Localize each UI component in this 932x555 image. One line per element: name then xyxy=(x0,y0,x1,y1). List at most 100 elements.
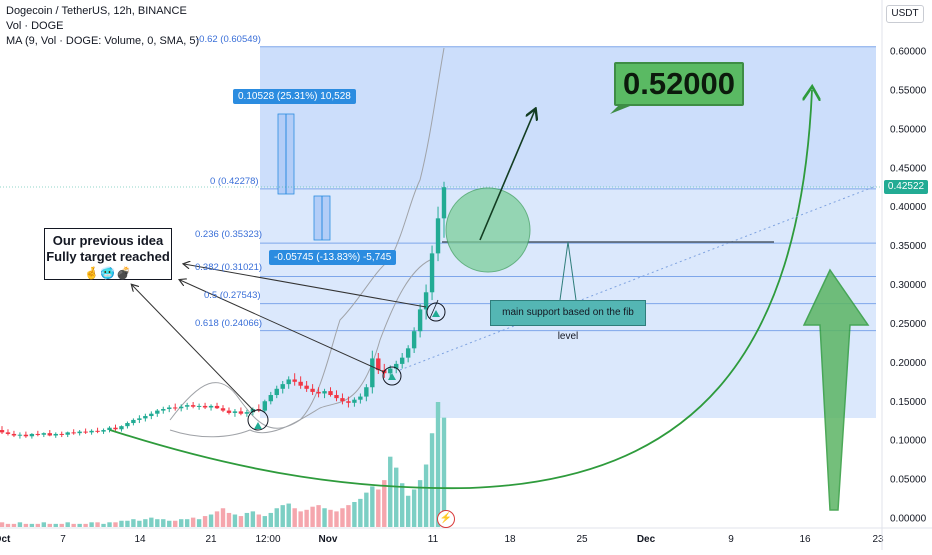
volume-bar xyxy=(352,502,357,527)
candle-body xyxy=(268,395,273,402)
volume-bar xyxy=(101,523,106,527)
candle-body xyxy=(17,434,23,436)
volume-bar xyxy=(441,417,447,527)
candle-body xyxy=(35,433,41,435)
volume-bar xyxy=(178,519,184,527)
note-emoji: 🤞🥶💣 xyxy=(84,266,132,280)
volume-bar xyxy=(411,489,417,527)
volume-bar xyxy=(250,511,256,527)
candle-body xyxy=(429,253,435,293)
candle-body xyxy=(405,348,411,358)
volume-bar xyxy=(107,522,112,527)
volume-bar xyxy=(173,520,178,527)
volume-bar xyxy=(149,517,154,527)
note-arrow-2 xyxy=(180,280,385,373)
fib-label-neg062: -0.62 (0.60549) xyxy=(196,34,261,45)
fib-label-05: 0.5 (0.27543) xyxy=(204,290,261,301)
volume-bar xyxy=(370,486,375,527)
trend-dotted xyxy=(399,185,877,371)
x-tick-label: 23 xyxy=(872,534,884,545)
candle-body xyxy=(83,431,88,433)
big-up-arrow xyxy=(802,268,870,511)
candle-body xyxy=(226,410,232,413)
candle-body xyxy=(107,427,112,431)
volume-bar xyxy=(346,505,351,527)
volume-bar xyxy=(322,508,327,527)
y-tick-label: 0.20000 xyxy=(890,358,927,369)
marker-triangle-2 xyxy=(388,373,396,380)
volume-bar xyxy=(17,522,23,527)
candle-body xyxy=(232,411,238,413)
candle-body xyxy=(125,423,130,427)
candle-body xyxy=(310,388,315,392)
y-tick-label: 0.00000 xyxy=(890,514,927,525)
marker-circle-3 xyxy=(426,302,446,322)
volume-bar xyxy=(226,512,232,527)
candle-body xyxy=(101,430,106,432)
volume-bar xyxy=(131,519,136,527)
volume-bar xyxy=(232,514,238,527)
volume-bar xyxy=(143,519,148,527)
volume-bar xyxy=(161,519,166,527)
candle-body xyxy=(167,407,172,410)
candle-body xyxy=(95,430,100,432)
volume-bar xyxy=(399,483,405,527)
candle-body xyxy=(65,432,70,435)
note-line-2: Fully target reached xyxy=(46,249,170,264)
candle-body xyxy=(435,218,441,254)
volume-bar xyxy=(298,511,303,527)
candle-body xyxy=(190,405,196,407)
x-axis: Oct 7 14 21 12:00 Nov 11 18 25 Dec 9 16 23 xyxy=(0,534,884,545)
volume-bar xyxy=(262,516,268,527)
candle-body xyxy=(394,363,399,369)
volume-bar xyxy=(77,523,82,527)
candle-body xyxy=(274,388,279,396)
x-tick-label: Dec xyxy=(637,534,656,545)
candle-body xyxy=(184,405,190,407)
volume-bar xyxy=(208,514,214,527)
candle-body xyxy=(340,398,345,402)
candle-body xyxy=(423,292,429,310)
candle-body xyxy=(0,430,5,433)
candle-body xyxy=(441,187,447,219)
candle-body xyxy=(214,405,220,409)
volume-bar xyxy=(0,522,5,527)
marker-circle-2 xyxy=(382,366,402,386)
marker-triangle-3 xyxy=(432,310,440,317)
marker-triangle-1 xyxy=(254,422,262,429)
fib-label-0: 0 (0.42278) xyxy=(210,176,259,187)
volume-bar xyxy=(274,508,279,527)
candle-body xyxy=(202,405,208,408)
measure-up-label: 0.10528 (25.31%) 10,528 xyxy=(233,89,356,104)
volume-bar xyxy=(220,508,226,527)
candle-body xyxy=(286,379,291,385)
candle-body xyxy=(119,426,124,430)
candle-body xyxy=(328,391,333,396)
candle-body xyxy=(113,427,118,430)
volume-bar xyxy=(244,512,250,527)
volume-bar xyxy=(125,520,130,527)
y-tick-label: 0.50000 xyxy=(890,124,927,135)
candle-body xyxy=(292,379,297,382)
fib-zone-upper xyxy=(260,47,876,187)
candle-body xyxy=(137,418,142,420)
candle-body xyxy=(262,401,268,411)
volume-bar xyxy=(214,511,220,527)
y-tick-label: 0.55000 xyxy=(890,85,927,96)
x-tick-label: 16 xyxy=(799,534,811,545)
candle-body xyxy=(131,419,136,424)
volume-bar xyxy=(310,506,315,527)
x-tick-label: 12:00 xyxy=(255,534,280,545)
volume-bar xyxy=(113,522,118,527)
candle-body xyxy=(71,432,76,434)
y-tick-label: 0.05000 xyxy=(890,475,927,486)
candle-body xyxy=(23,434,29,437)
volume-bar xyxy=(196,519,202,527)
lightning-icon[interactable]: ⚡ xyxy=(437,510,455,528)
candle-body xyxy=(238,411,244,414)
volume-bar xyxy=(280,505,285,527)
volume-bar xyxy=(190,517,196,527)
currency-selector[interactable]: USDT xyxy=(886,5,924,23)
